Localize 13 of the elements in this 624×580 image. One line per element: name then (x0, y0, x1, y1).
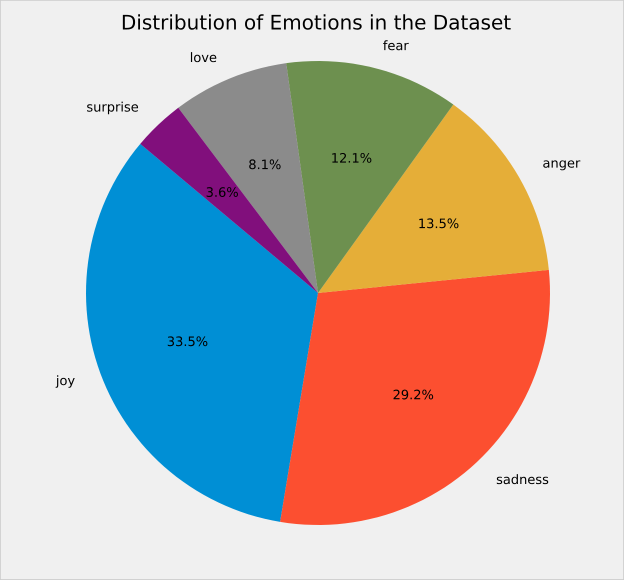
data-label: 13.5% (419, 218, 458, 228)
data-label: 33.5% (168, 336, 208, 346)
slice-label: joy (56, 375, 75, 388)
chart-title: Distribution of Emotions in the Dataset (122, 14, 511, 30)
slice-label: anger (543, 160, 580, 170)
slice-label: sadness (496, 474, 548, 484)
data-label: 12.1% (332, 152, 372, 163)
data-label: 29.2% (394, 390, 434, 400)
data-label: 3.6% (206, 187, 238, 197)
data-label: 8.1% (249, 159, 281, 170)
slice-label: surprise (87, 102, 138, 114)
slice-label: love (190, 52, 216, 62)
slice-label: fear (383, 40, 409, 50)
